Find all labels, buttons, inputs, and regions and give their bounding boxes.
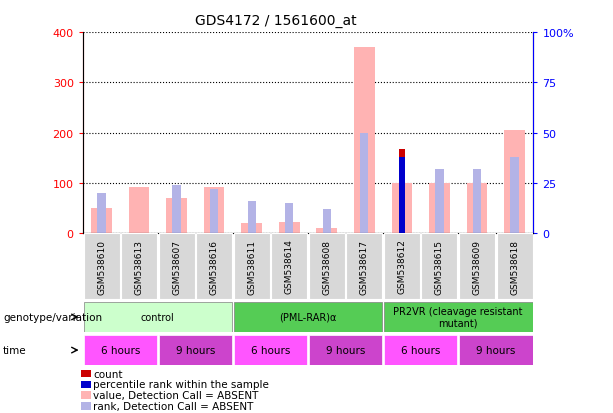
Bar <box>242 223 262 233</box>
Text: genotype/variation: genotype/variation <box>3 312 102 322</box>
Bar <box>166 198 187 233</box>
Bar <box>392 183 412 233</box>
Text: 6 hours: 6 hours <box>251 345 290 355</box>
Text: 9 hours: 9 hours <box>476 345 516 355</box>
FancyBboxPatch shape <box>497 233 533 299</box>
Text: GSM538614: GSM538614 <box>285 239 294 294</box>
Bar <box>429 183 450 233</box>
Text: GSM538609: GSM538609 <box>473 239 481 294</box>
Bar <box>204 187 224 233</box>
Bar <box>435 169 444 233</box>
Bar <box>399 157 405 233</box>
Bar <box>360 133 368 233</box>
FancyBboxPatch shape <box>271 233 307 299</box>
Text: GSM538615: GSM538615 <box>435 239 444 294</box>
Bar <box>285 203 294 233</box>
Text: 9 hours: 9 hours <box>176 345 215 355</box>
Bar <box>316 228 337 233</box>
FancyBboxPatch shape <box>309 233 345 299</box>
FancyBboxPatch shape <box>83 233 120 299</box>
Text: GSM538607: GSM538607 <box>172 239 181 294</box>
FancyBboxPatch shape <box>196 233 232 299</box>
FancyBboxPatch shape <box>234 302 383 332</box>
FancyBboxPatch shape <box>83 302 232 332</box>
Text: 6 hours: 6 hours <box>401 345 440 355</box>
FancyBboxPatch shape <box>234 335 307 365</box>
Bar <box>129 187 150 233</box>
Bar <box>473 169 481 233</box>
FancyBboxPatch shape <box>459 335 533 365</box>
FancyBboxPatch shape <box>384 233 420 299</box>
Text: control: control <box>141 312 175 322</box>
Text: GDS4172 / 1561600_at: GDS4172 / 1561600_at <box>195 14 357 28</box>
FancyBboxPatch shape <box>421 233 457 299</box>
FancyBboxPatch shape <box>159 335 232 365</box>
Bar <box>279 222 300 233</box>
Text: PR2VR (cleavage resistant
mutant): PR2VR (cleavage resistant mutant) <box>394 306 523 328</box>
Bar <box>511 157 519 233</box>
FancyBboxPatch shape <box>83 335 157 365</box>
FancyBboxPatch shape <box>159 233 195 299</box>
Text: (PML-RAR)α: (PML-RAR)α <box>280 312 337 322</box>
Text: 9 hours: 9 hours <box>326 345 365 355</box>
Text: GSM538617: GSM538617 <box>360 239 369 294</box>
Bar <box>210 189 218 233</box>
FancyBboxPatch shape <box>309 335 383 365</box>
Bar <box>91 208 112 233</box>
Bar <box>322 209 331 233</box>
Text: GSM538616: GSM538616 <box>210 239 219 294</box>
Text: GSM538618: GSM538618 <box>510 239 519 294</box>
Bar <box>466 183 487 233</box>
Bar <box>97 193 105 233</box>
Bar <box>398 149 405 233</box>
Text: value, Detection Call = ABSENT: value, Detection Call = ABSENT <box>93 390 259 400</box>
Text: 6 hours: 6 hours <box>101 345 140 355</box>
Bar <box>354 48 375 233</box>
Text: GSM538611: GSM538611 <box>247 239 256 294</box>
FancyBboxPatch shape <box>384 302 533 332</box>
FancyBboxPatch shape <box>121 233 157 299</box>
Text: time: time <box>3 345 27 355</box>
FancyBboxPatch shape <box>346 233 383 299</box>
Bar <box>172 185 181 233</box>
Text: rank, Detection Call = ABSENT: rank, Detection Call = ABSENT <box>93 401 254 411</box>
Text: GSM538612: GSM538612 <box>397 239 406 294</box>
Text: count: count <box>93 369 123 379</box>
Text: GSM538613: GSM538613 <box>135 239 143 294</box>
Text: percentile rank within the sample: percentile rank within the sample <box>93 380 269 389</box>
FancyBboxPatch shape <box>459 233 495 299</box>
Text: GSM538610: GSM538610 <box>97 239 106 294</box>
Bar <box>504 131 525 233</box>
FancyBboxPatch shape <box>384 335 457 365</box>
FancyBboxPatch shape <box>234 233 270 299</box>
Bar <box>248 201 256 233</box>
Text: GSM538608: GSM538608 <box>322 239 331 294</box>
